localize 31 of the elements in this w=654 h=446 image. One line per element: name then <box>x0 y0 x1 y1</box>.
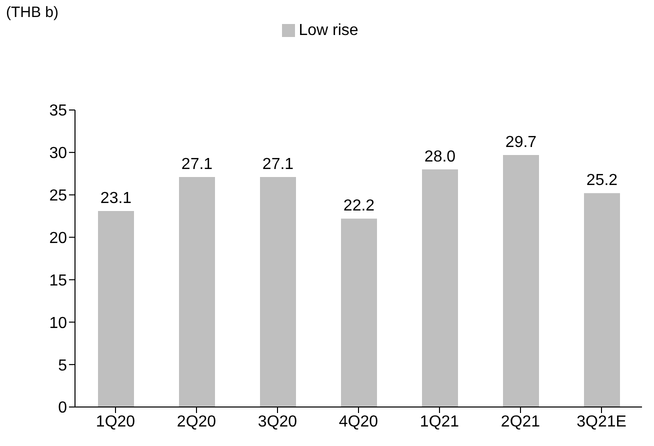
x-tick-label: 2Q21 <box>500 413 540 430</box>
bar <box>584 193 620 407</box>
text: (THB b) <box>6 4 58 21</box>
bar <box>503 154 539 407</box>
x-tick-label: 2Q20 <box>176 413 216 430</box>
bar <box>260 177 296 407</box>
text: 23.1 <box>100 190 132 207</box>
legend-label: Low rise <box>298 22 358 39</box>
y-tick-label: 15 <box>49 272 68 290</box>
bar <box>422 169 458 407</box>
x-tick-label: 3Q21E <box>576 413 626 430</box>
y-tick-label: 10 <box>49 314 68 332</box>
y-tick-label: 5 <box>58 357 68 374</box>
y-tick-label: 0 <box>58 400 68 417</box>
y-tick-label: 20 <box>49 230 68 247</box>
y-tick-label: 25 <box>49 188 68 205</box>
x-tick-label: 4Q20 <box>338 413 378 430</box>
y-tick-label: 30 <box>49 145 68 162</box>
bar <box>341 218 377 407</box>
y-tick-label: 35 <box>49 102 68 120</box>
text: 22.2 <box>343 198 375 215</box>
text: 28.0 <box>424 148 456 166</box>
text: 25.2 <box>586 172 618 190</box>
x-tick-label: 1Q21 <box>420 413 460 430</box>
x-tick-label: 3Q20 <box>258 413 298 430</box>
text: 27.1 <box>262 156 294 174</box>
bar <box>179 177 215 407</box>
bar <box>98 210 134 407</box>
text: 29.7 <box>505 134 537 151</box>
x-tick-label: 1Q20 <box>96 413 136 430</box>
text: 27.1 <box>181 156 213 174</box>
